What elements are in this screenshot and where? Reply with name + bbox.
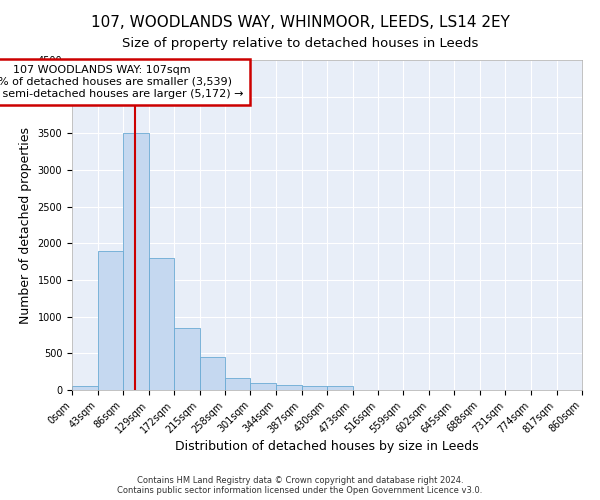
Bar	[276, 385, 302, 390]
Text: 107 WOODLANDS WAY: 107sqm
← 40% of detached houses are smaller (3,539)
59% of se: 107 WOODLANDS WAY: 107sqm ← 40% of detac…	[0, 66, 244, 98]
Y-axis label: Number of detached properties: Number of detached properties	[19, 126, 32, 324]
Bar	[251, 382, 276, 390]
Bar	[149, 258, 174, 390]
Bar	[174, 328, 199, 390]
Bar	[97, 250, 123, 390]
Bar	[199, 357, 225, 390]
Text: 107, WOODLANDS WAY, WHINMOOR, LEEDS, LS14 2EY: 107, WOODLANDS WAY, WHINMOOR, LEEDS, LS1…	[91, 15, 509, 30]
X-axis label: Distribution of detached houses by size in Leeds: Distribution of detached houses by size …	[175, 440, 479, 453]
Bar	[327, 386, 353, 390]
Bar	[123, 134, 149, 390]
Text: Size of property relative to detached houses in Leeds: Size of property relative to detached ho…	[122, 38, 478, 51]
Text: Contains HM Land Registry data © Crown copyright and database right 2024.
Contai: Contains HM Land Registry data © Crown c…	[118, 476, 482, 495]
Bar	[302, 386, 327, 390]
Bar	[225, 378, 251, 390]
Bar	[72, 386, 97, 390]
